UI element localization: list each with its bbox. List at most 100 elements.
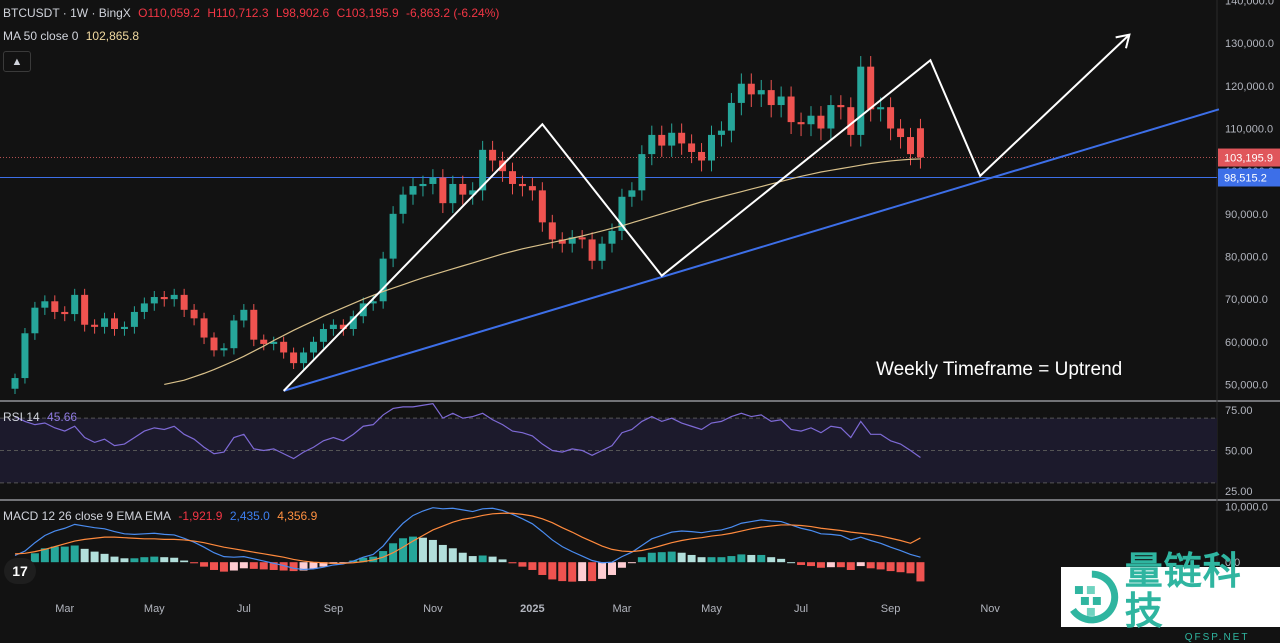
price-tick-label: 110,000.0 — [1225, 124, 1273, 136]
macd-tick-label: 0.0 — [1225, 557, 1240, 569]
candle-body — [439, 177, 447, 204]
ma-legend[interactable]: MA 50 close 0 102,865.8 — [3, 29, 143, 43]
watermark-url: QFSP.NET — [1184, 631, 1250, 643]
candle-body — [847, 107, 855, 135]
ma-label: MA 50 close 0 — [3, 29, 79, 43]
price-tick-label: 120,000.0 — [1225, 81, 1274, 93]
macd-histogram-bar — [767, 557, 776, 563]
rsi-value: 45.66 — [47, 410, 78, 424]
axis-layer: 140,000.0130,000.0120,000.0110,000.0100,… — [55, 0, 1280, 615]
rsi-tick-label: 50.00 — [1225, 446, 1253, 458]
rsi-band — [0, 418, 1217, 483]
candle-body — [757, 90, 765, 95]
candle-body — [140, 303, 148, 312]
macd-histogram-bar — [717, 557, 726, 563]
candle-body — [827, 105, 835, 129]
macd-histogram-bar — [826, 562, 835, 568]
candle-body — [877, 107, 885, 110]
chart-area[interactable]: 140,000.0130,000.0120,000.0110,000.0100,… — [0, 0, 1280, 627]
macd-histogram-bar — [359, 557, 368, 563]
macd-histogram-bar — [657, 552, 666, 563]
arrow-head-icon — [1115, 33, 1131, 49]
tradingview-logo-icon[interactable]: 17 — [4, 558, 36, 584]
macd-histogram-bar — [239, 562, 248, 569]
rsi-tick-label: 25.00 — [1225, 486, 1253, 498]
macd-histogram-bar — [797, 562, 806, 565]
trend-annotation[interactable]: Weekly Timeframe = Uptrend — [876, 359, 1123, 380]
macd-histogram-bar — [339, 562, 348, 564]
candle-body — [339, 324, 347, 330]
macd-histogram-bar — [876, 562, 885, 570]
macd-hist-value: -1,921.9 — [178, 509, 223, 523]
candle-body — [31, 307, 39, 334]
price-pane — [0, 56, 1217, 394]
candle-body — [727, 102, 735, 131]
chevron-up-icon: ▲ — [11, 55, 23, 68]
macd-histogram-bar — [637, 557, 646, 563]
candle-body — [717, 130, 725, 135]
candle-body — [469, 190, 477, 195]
candle-body — [130, 311, 138, 327]
macd-histogram-bar — [249, 562, 258, 569]
candle-body — [409, 186, 417, 195]
macd-signal-value: 4,356.9 — [277, 509, 318, 523]
macd-histogram-bar — [687, 554, 696, 563]
open-value: O110,059.2 — [138, 6, 200, 20]
watermark-title: 量链科技 — [1124, 550, 1242, 633]
macd-histogram-bar — [866, 562, 875, 569]
candle-body — [538, 190, 546, 223]
candle-body — [200, 318, 208, 338]
price-tick-label: 130,000.0 — [1225, 38, 1274, 50]
candle-body — [290, 352, 298, 364]
high-value: H110,712.3 — [207, 6, 269, 20]
candle-body — [369, 301, 377, 304]
time-tick-label: Sep — [324, 603, 344, 615]
macd-line — [14, 507, 921, 571]
candle-body — [329, 324, 337, 330]
candle-body — [698, 151, 706, 161]
price-tick-label: 70,000.0 — [1225, 294, 1268, 306]
macd-legend[interactable]: MACD 12 26 close 9 EMA EMA -1,921.9 2,43… — [3, 509, 321, 523]
macd-histogram-bar — [130, 558, 139, 563]
candle-body — [797, 122, 805, 125]
macd-histogram-bar — [468, 556, 477, 563]
rsi-legend[interactable]: RSI 14 45.66 — [3, 410, 81, 424]
macd-histogram-bar — [747, 554, 756, 563]
drawings-layer — [282, 33, 1220, 392]
macd-histogram-bar — [667, 551, 676, 563]
macd-histogram-bar — [836, 562, 845, 568]
macd-pane — [11, 507, 925, 582]
rsi-pane — [0, 402, 1217, 484]
macd-histogram-bar — [190, 562, 199, 564]
candle-body — [867, 66, 875, 110]
symbol-title[interactable]: BTCUSDT · 1W · BingX — [3, 6, 131, 20]
macd-histogram-bar — [816, 562, 825, 568]
macd-histogram-bar — [180, 560, 189, 563]
candle-body — [658, 134, 666, 146]
candle-body — [190, 309, 198, 319]
symbol-legend: BTCUSDT · 1W · BingX O110,059.2 H110,712… — [3, 6, 503, 20]
macd-histogram-bar — [428, 539, 437, 563]
macd-histogram-bar — [70, 545, 79, 563]
rsi-line — [14, 402, 921, 460]
macd-histogram-bar — [418, 537, 427, 563]
macd-histogram-bar — [548, 562, 557, 580]
last-price-badge-bg — [1218, 148, 1280, 167]
macd-histogram-bar — [60, 546, 69, 563]
macd-histogram-bar — [319, 562, 328, 567]
candle-body — [419, 183, 427, 187]
macd-histogram-bar — [269, 562, 278, 570]
candle-body — [907, 137, 914, 155]
macd-histogram-bar — [438, 544, 447, 563]
candle-body — [787, 96, 795, 123]
change-value: -6,863.2 (-6.24%) — [405, 6, 500, 20]
candle-body — [111, 318, 118, 330]
macd-histogram-bar — [787, 562, 796, 564]
candle-body — [270, 341, 278, 344]
candle-body — [608, 230, 616, 244]
candle-body — [11, 378, 19, 389]
macd-histogram-bar — [150, 556, 159, 563]
macd-histogram-bar — [528, 562, 537, 570]
collapse-legend-button[interactable]: ▲ — [3, 51, 31, 72]
macd-histogram-bar — [80, 548, 89, 563]
